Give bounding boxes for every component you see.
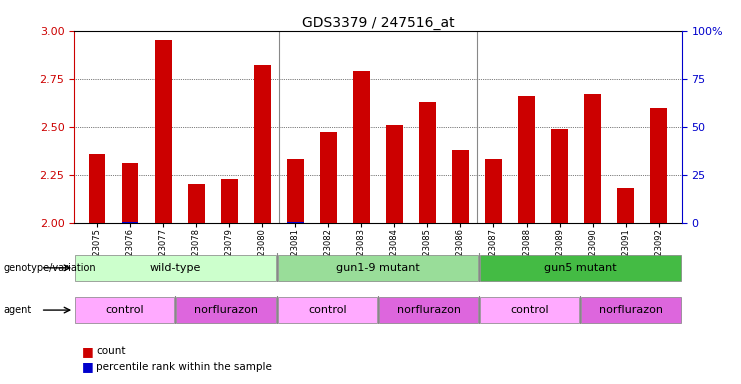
Bar <box>480 255 681 281</box>
Text: percentile rank within the sample: percentile rank within the sample <box>96 362 272 372</box>
Bar <box>278 297 377 323</box>
Text: agent: agent <box>4 305 32 315</box>
Text: gun5 mutant: gun5 mutant <box>544 263 617 273</box>
Bar <box>480 297 579 323</box>
Title: GDS3379 / 247516_at: GDS3379 / 247516_at <box>302 16 454 30</box>
Bar <box>651 108 667 223</box>
Bar <box>320 132 336 223</box>
Text: control: control <box>105 305 144 315</box>
Text: norflurazon: norflurazon <box>194 305 258 315</box>
Bar <box>176 297 276 323</box>
Bar <box>75 255 276 281</box>
Bar <box>617 188 634 223</box>
Bar <box>155 40 171 223</box>
Text: genotype/variation: genotype/variation <box>4 263 96 273</box>
Bar <box>386 125 402 223</box>
Bar <box>551 129 568 223</box>
Bar <box>518 96 535 223</box>
Text: control: control <box>308 305 347 315</box>
Text: control: control <box>511 305 549 315</box>
Bar <box>89 154 105 223</box>
Bar <box>221 179 238 223</box>
Text: wild-type: wild-type <box>150 263 201 273</box>
Bar <box>75 297 174 323</box>
Bar <box>278 255 478 281</box>
Bar <box>585 94 601 223</box>
Bar <box>188 184 205 223</box>
Bar <box>353 71 370 223</box>
Bar <box>379 297 478 323</box>
Bar <box>122 163 139 223</box>
Text: ■: ■ <box>82 360 93 373</box>
Text: norflurazon: norflurazon <box>599 305 663 315</box>
Bar <box>254 65 270 223</box>
Bar <box>582 297 681 323</box>
Text: ■: ■ <box>82 345 93 358</box>
Text: count: count <box>96 346 126 356</box>
Bar <box>452 150 469 223</box>
Text: norflurazon: norflurazon <box>396 305 461 315</box>
Bar <box>287 159 304 223</box>
Bar <box>485 159 502 223</box>
Bar <box>419 102 436 223</box>
Text: gun1-9 mutant: gun1-9 mutant <box>336 263 420 273</box>
